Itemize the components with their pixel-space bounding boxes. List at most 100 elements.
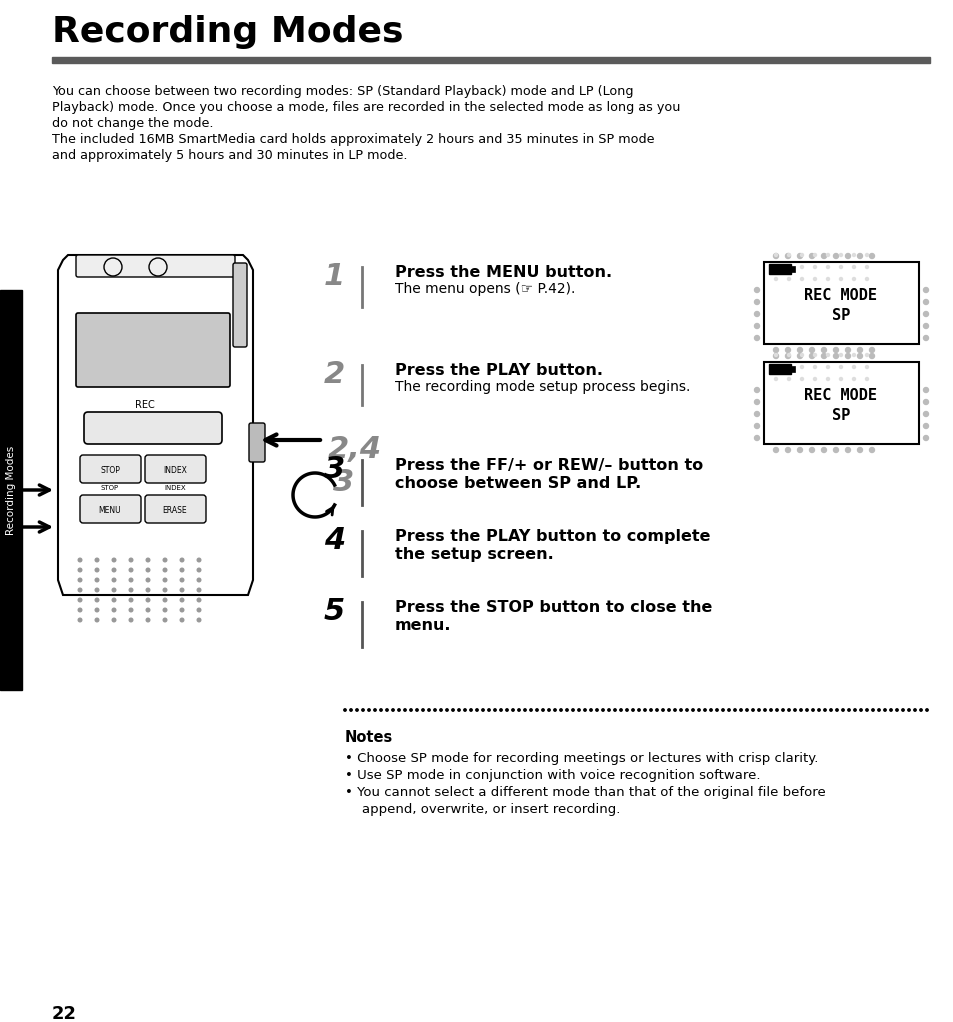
Circle shape <box>112 568 115 571</box>
Circle shape <box>638 709 639 711</box>
Circle shape <box>839 278 841 280</box>
Circle shape <box>146 558 150 562</box>
Text: Press the STOP button to close the: Press the STOP button to close the <box>395 600 712 615</box>
Circle shape <box>864 366 867 369</box>
Circle shape <box>800 377 802 380</box>
Circle shape <box>825 253 828 257</box>
Circle shape <box>775 709 778 711</box>
Circle shape <box>889 709 891 711</box>
Circle shape <box>163 618 167 621</box>
Circle shape <box>924 709 927 711</box>
Text: • You cannot select a different mode than that of the original file before: • You cannot select a different mode tha… <box>345 786 825 799</box>
Circle shape <box>95 589 99 592</box>
Circle shape <box>825 366 828 369</box>
Circle shape <box>361 709 364 711</box>
Circle shape <box>864 253 867 257</box>
Circle shape <box>452 709 454 711</box>
Circle shape <box>813 366 816 369</box>
Circle shape <box>901 709 903 711</box>
Text: 3: 3 <box>323 455 345 484</box>
Circle shape <box>754 387 759 392</box>
Circle shape <box>457 709 459 711</box>
Bar <box>790 266 794 272</box>
Text: The menu opens (☞ P.42).: The menu opens (☞ P.42). <box>395 282 575 296</box>
Circle shape <box>852 266 855 269</box>
Text: REC MODE: REC MODE <box>803 287 877 303</box>
Circle shape <box>800 266 802 269</box>
Circle shape <box>793 709 796 711</box>
FancyBboxPatch shape <box>249 423 265 462</box>
Text: Press the MENU button.: Press the MENU button. <box>395 265 612 280</box>
Circle shape <box>825 266 828 269</box>
Circle shape <box>163 589 167 592</box>
Circle shape <box>112 558 115 562</box>
Text: append, overwrite, or insert recording.: append, overwrite, or insert recording. <box>345 803 619 816</box>
Circle shape <box>619 709 621 711</box>
Circle shape <box>197 598 200 602</box>
Circle shape <box>754 324 759 328</box>
FancyBboxPatch shape <box>233 263 247 347</box>
Circle shape <box>754 312 759 317</box>
Circle shape <box>757 709 760 711</box>
Circle shape <box>809 253 814 259</box>
Circle shape <box>104 258 122 276</box>
Circle shape <box>821 347 825 353</box>
FancyBboxPatch shape <box>76 256 234 277</box>
Circle shape <box>784 347 790 353</box>
Circle shape <box>78 618 82 621</box>
Circle shape <box>763 709 765 711</box>
Circle shape <box>786 354 790 357</box>
Circle shape <box>703 709 705 711</box>
Circle shape <box>787 709 789 711</box>
Circle shape <box>403 709 406 711</box>
Circle shape <box>163 578 167 582</box>
Circle shape <box>797 448 801 453</box>
Circle shape <box>613 709 616 711</box>
Circle shape <box>95 568 99 571</box>
Circle shape <box>923 387 927 392</box>
Text: Press the PLAY button to complete: Press the PLAY button to complete <box>395 529 710 544</box>
Circle shape <box>774 278 777 280</box>
Circle shape <box>685 709 687 711</box>
Circle shape <box>852 354 855 357</box>
Circle shape <box>839 266 841 269</box>
Circle shape <box>852 253 855 257</box>
Circle shape <box>817 709 820 711</box>
Circle shape <box>112 578 115 582</box>
Text: • Use SP mode in conjunction with voice recognition software.: • Use SP mode in conjunction with voice … <box>345 769 760 782</box>
Circle shape <box>835 709 838 711</box>
Circle shape <box>923 312 927 317</box>
Circle shape <box>163 608 167 612</box>
Circle shape <box>829 709 831 711</box>
Circle shape <box>95 608 99 612</box>
Circle shape <box>434 709 436 711</box>
Circle shape <box>163 598 167 602</box>
Circle shape <box>821 354 825 359</box>
Circle shape <box>797 354 801 359</box>
Circle shape <box>864 377 867 380</box>
Circle shape <box>146 578 150 582</box>
Circle shape <box>923 324 927 328</box>
Circle shape <box>751 709 754 711</box>
FancyBboxPatch shape <box>145 455 206 483</box>
Circle shape <box>773 347 778 353</box>
Circle shape <box>78 589 82 592</box>
Circle shape <box>754 287 759 292</box>
Circle shape <box>786 377 790 380</box>
Circle shape <box>416 709 417 711</box>
Circle shape <box>715 709 718 711</box>
Circle shape <box>774 266 777 269</box>
Circle shape <box>839 354 841 357</box>
Circle shape <box>129 618 132 621</box>
Text: the setup screen.: the setup screen. <box>395 547 553 562</box>
Circle shape <box>697 709 700 711</box>
Circle shape <box>565 709 568 711</box>
Circle shape <box>607 709 610 711</box>
Circle shape <box>397 709 399 711</box>
Text: 5: 5 <box>323 597 345 626</box>
Circle shape <box>754 412 759 417</box>
Circle shape <box>95 598 99 602</box>
Circle shape <box>578 709 579 711</box>
Circle shape <box>852 377 855 380</box>
Circle shape <box>529 709 532 711</box>
